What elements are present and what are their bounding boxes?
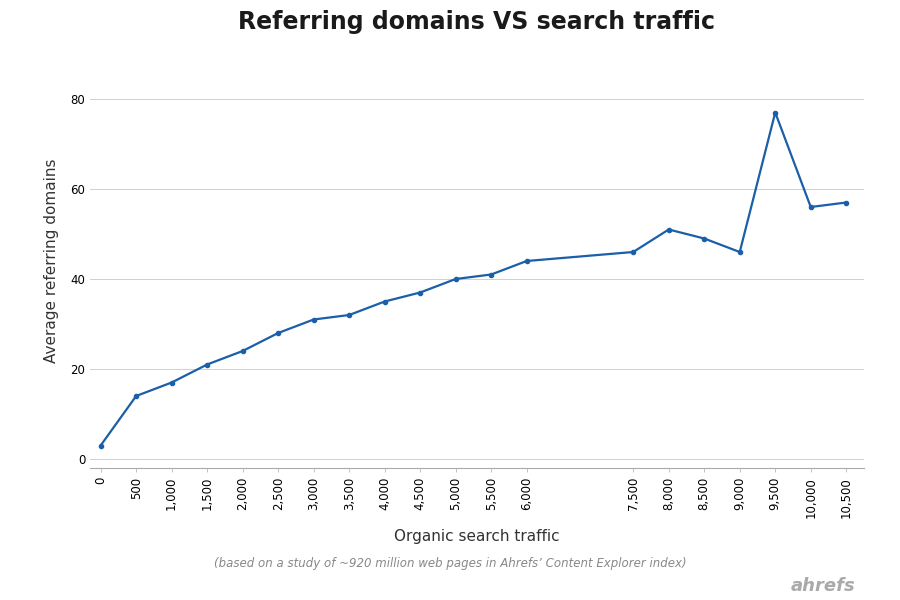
X-axis label: Organic search traffic: Organic search traffic (394, 529, 560, 544)
Y-axis label: Average referring domains: Average referring domains (44, 159, 59, 363)
Title: Referring domains VS search traffic: Referring domains VS search traffic (238, 10, 716, 34)
Text: (based on a study of ~920 million web pages in Ahrefs’ Content Explorer index): (based on a study of ~920 million web pa… (213, 557, 687, 570)
Text: ahrefs: ahrefs (790, 577, 855, 595)
